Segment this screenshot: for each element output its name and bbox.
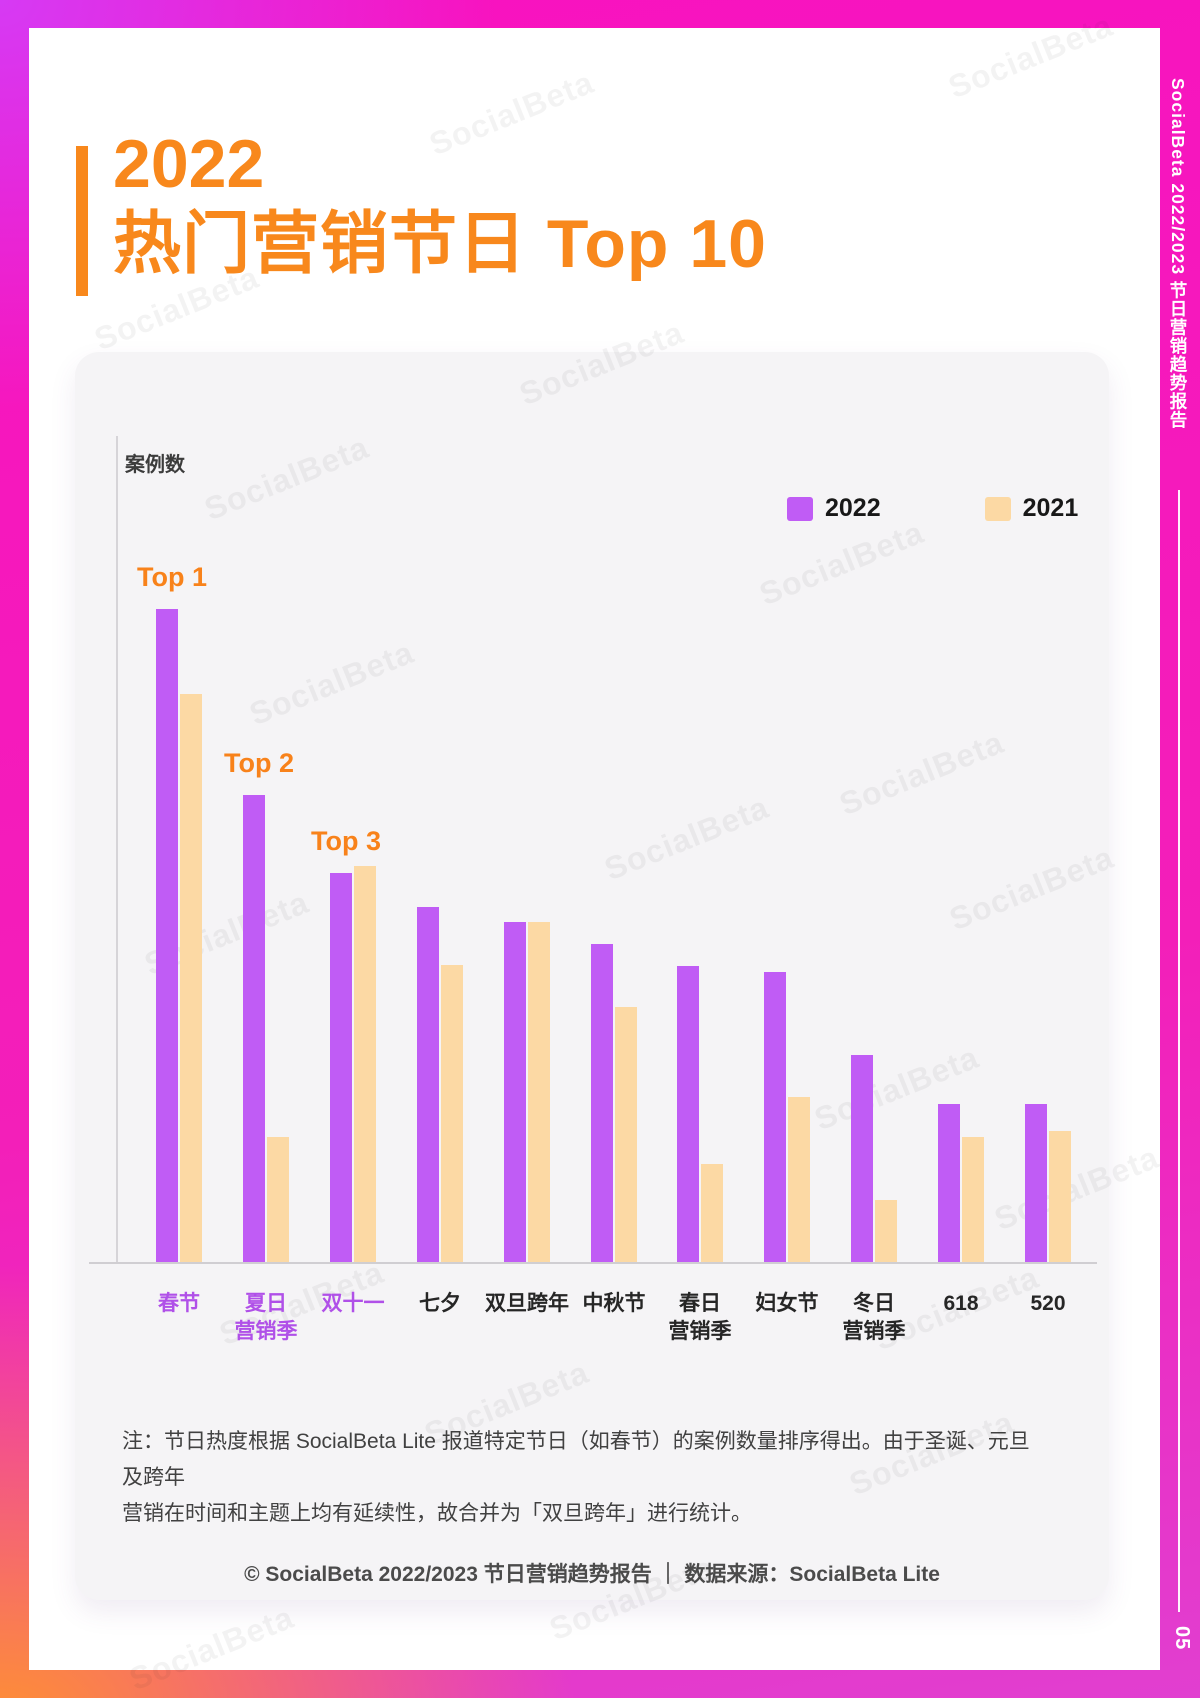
bar-2022-七夕 [417,907,439,1262]
y-axis-line [116,436,118,1264]
bar-2021-双十一 [354,866,376,1262]
bar-2022-春节 [156,609,178,1262]
x-axis-tick-双旦跨年: 双旦跨年 [485,1292,569,1315]
x-axis-tick-双十一: 双十一 [321,1292,385,1315]
annotation-top-3: Top 3 [311,826,381,856]
page-title-text: 热门营销节日 Top 10 [113,206,767,282]
x-axis-tick-520: 520 [1030,1292,1066,1315]
bar-2021-618 [962,1137,984,1262]
bar-2022-春日营销季 [677,966,699,1262]
legend-label-2022: 2022 [825,494,881,522]
chart-legend: 2022 2021 [787,494,1078,523]
y-axis-label: 案例数 [125,454,185,476]
bar-2022-妇女节 [764,972,786,1262]
sidebar-page-number: 05 [1171,1626,1193,1651]
bar-2021-520 [1049,1131,1071,1262]
x-axis-tick-妇女节: 妇女节 [755,1292,819,1315]
legend-item-2021: 2021 [984,494,1079,523]
x-axis-tick-冬日营销季: 冬日 营销季 [842,1292,906,1343]
bar-2021-双旦跨年 [528,922,550,1262]
footnote: 注：节日热度根据 SocialBeta Lite 报道特定节日（如春节）的案例数… [122,1424,1032,1532]
footnote-line2: 营销在时间和主题上均有延续性，故合并为「双旦跨年」进行统计。 [122,1502,752,1525]
annotation-top-2: Top 2 [224,748,294,778]
sidebar-divider-line [1178,490,1180,1612]
bar-2022-双旦跨年 [504,922,526,1262]
bar-2022-夏日营销季 [243,795,265,1262]
bar-2021-夏日营销季 [267,1137,289,1262]
x-axis-tick-春节: 春节 [158,1292,200,1315]
legend-swatch-2021 [984,496,1011,521]
watermark-text: SocialBeta [124,1598,299,1698]
legend-swatch-2022 [787,496,813,521]
chart-card: 案例数 2022 2021 春节 Top 1 夏日 营销季 Top 2 双十一 Top 3 七… [75,352,1109,1600]
bar-2022-618 [938,1104,960,1262]
page-background: SocialBeta SocialBeta SocialBeta SocialBeta… [29,7,1164,1697]
x-axis-tick-618: 618 [943,1292,979,1315]
bar-2021-七夕 [441,965,463,1262]
page-title-year: 2022 [113,126,265,202]
x-axis-tick-春日营销季: 春日 营销季 [668,1292,732,1343]
bar-2022-中秋节 [591,944,613,1262]
x-axis-tick-七夕: 七夕 [419,1292,461,1315]
bar-2021-中秋节 [615,1007,637,1262]
bar-2022-冬日营销季 [851,1055,873,1262]
bar-2022-双十一 [330,873,352,1262]
title-accent-bar [76,146,88,296]
watermark-text: SocialBeta [943,6,1118,106]
bar-2021-妇女节 [788,1097,810,1262]
footnote-line1: 注：节日热度根据 SocialBeta Lite 报道特定节日（如春节）的案例数… [122,1430,1030,1489]
page-title: 2022 热门营销节日 Top 10 [113,124,767,284]
bar-2021-冬日营销季 [875,1200,897,1262]
x-axis-tick-中秋节: 中秋节 [582,1292,646,1315]
bar-2021-春日营销季 [701,1164,723,1262]
x-axis-line [89,1262,1097,1264]
copyright-line: © SocialBeta 2022/2023 节日营销趋势报告 ｜ 数据来源：S… [244,1563,940,1586]
legend-item-2022: 2022 [787,494,881,523]
x-axis-tick-夏日营销季: 夏日 营销季 [234,1292,298,1343]
bar-2022-520 [1025,1104,1047,1262]
annotation-top-1: Top 1 [137,562,207,592]
bar-2021-春节 [180,694,202,1262]
legend-label-2021: 2021 [1022,494,1079,522]
sidebar-report-title: SocialBeta 2022/2023 节日营销趋势报告 [1168,78,1188,429]
